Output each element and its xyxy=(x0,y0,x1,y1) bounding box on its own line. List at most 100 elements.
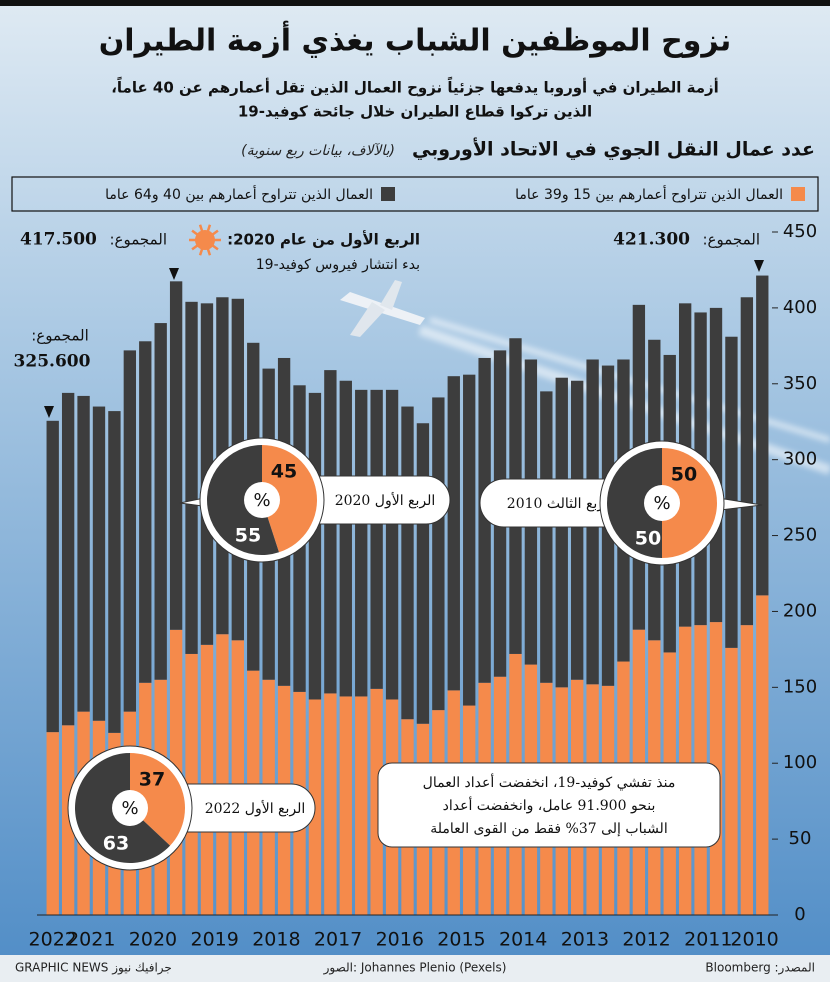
x-tick-label: 2018 xyxy=(252,929,300,951)
bar-segment xyxy=(339,380,352,697)
pie-value: 50 xyxy=(671,464,697,486)
pie-hole xyxy=(644,485,680,521)
bar-segment xyxy=(139,341,152,683)
pie-slice xyxy=(130,753,185,846)
chart-heading: عدد عمال النقل الجوي في الاتحاد الأوروبي xyxy=(412,138,815,162)
y-tick-label: 450 xyxy=(783,221,817,242)
pie-value: 50 xyxy=(635,528,661,550)
bar-segment xyxy=(478,357,491,683)
bar-segment xyxy=(46,732,59,915)
annotation-label: المجموع: xyxy=(31,327,89,345)
x-tick-label: 2013 xyxy=(561,929,609,951)
note-line: بنحو 91.900 عامل، وانخفضت أعداد xyxy=(443,795,656,814)
bar-segment xyxy=(447,376,460,691)
virus-spike xyxy=(206,224,212,232)
bar-segment xyxy=(740,297,754,626)
y-tick-label: 150 xyxy=(783,676,817,697)
bar-segment xyxy=(740,625,754,915)
bar-segment xyxy=(756,595,769,915)
annotation-arrow xyxy=(169,268,179,280)
bar-segment xyxy=(370,688,383,915)
bar-segment xyxy=(169,281,183,630)
pie-hole xyxy=(244,482,280,518)
virus-spike xyxy=(198,224,204,232)
virus-icon xyxy=(189,224,221,256)
bar-segment xyxy=(385,389,399,700)
y-tick-label: 50 xyxy=(789,828,812,849)
pie-value: 45 xyxy=(271,461,297,483)
x-tick-label: 2019 xyxy=(191,929,239,951)
annotation-value: 421.300 xyxy=(613,230,690,250)
x-tick-label: 2010 xyxy=(730,929,778,951)
inset-label: الربع الأول 2022 xyxy=(205,799,306,817)
bar-segment xyxy=(416,423,430,724)
bar-segment xyxy=(77,395,90,712)
bar-segment xyxy=(725,647,738,915)
y-tick-label: 300 xyxy=(783,449,817,470)
legend-label: العمال الذين تتراوح أعمارهم بين 40 و64 ع… xyxy=(105,185,373,203)
annotation-arrow xyxy=(44,406,54,418)
virus-spike xyxy=(211,229,219,236)
bar-segment xyxy=(324,370,337,694)
title: نزوح الموظفين الشباب يغذي أزمة الطيران xyxy=(99,21,732,59)
annotation-value: 417.500 xyxy=(20,230,97,250)
bar-segment xyxy=(339,696,352,915)
y-tick-label: 100 xyxy=(783,752,817,773)
x-tick-label: 2022 xyxy=(29,929,77,951)
bar-segment xyxy=(571,380,584,680)
annotation-label: المجموع: xyxy=(109,231,167,249)
bar-segment xyxy=(123,350,137,712)
bar-segment xyxy=(355,389,368,697)
note-line: منذ تفشي كوفيد-19، انخفضت أعداد العمال xyxy=(423,772,676,791)
legend-box xyxy=(11,176,819,212)
legend-label: العمال الذين تتراوح أعمارهم بين 15 و39 ع… xyxy=(515,185,783,203)
subtitle: الذين تركوا قطاع الطيران خلال جائحة كوفي… xyxy=(238,103,592,121)
y-tick-label: 350 xyxy=(783,373,817,394)
bar-segment xyxy=(46,420,59,733)
pie-slice xyxy=(662,448,717,558)
pie-value: 37 xyxy=(139,769,165,791)
bar-segment xyxy=(308,392,322,700)
pie-center: % xyxy=(121,798,138,819)
x-tick-label: 2014 xyxy=(499,929,547,951)
annotation-value: 325.600 xyxy=(14,352,91,372)
y-tick-label: 200 xyxy=(783,600,817,621)
photo-credit: الصور: Johannes Plenio (Pexels) xyxy=(323,961,507,976)
x-tick-label: 2011 xyxy=(684,929,732,951)
virus-spike xyxy=(206,248,212,256)
x-tick-label: 2021 xyxy=(67,929,115,951)
note-box xyxy=(377,762,721,848)
annotation-label: المجموع: xyxy=(702,231,760,249)
pie-slice xyxy=(262,445,317,553)
pie-slice xyxy=(607,448,662,558)
y-tick-label: 400 xyxy=(783,297,817,318)
footer-band xyxy=(0,955,830,982)
source: المصدر: Bloomberg xyxy=(705,961,815,976)
annotation-text: بدء انتشار فيروس كوفيد-19 xyxy=(256,257,420,273)
inset: الربع الأول 2020%45 55 xyxy=(179,437,451,563)
bar-segment xyxy=(200,644,214,915)
x-tick-label: 2017 xyxy=(314,929,362,951)
note-line: الشباب إلى 37% فقط من القوى العاملة xyxy=(430,821,667,837)
inset: الربع الأول 2022%37 63 xyxy=(67,745,316,871)
annotation-label: الربع الأول من عام 2020: xyxy=(227,231,420,249)
x-tick-label: 2012 xyxy=(622,929,670,951)
x-tick-label: 2016 xyxy=(376,929,424,951)
virus-spike xyxy=(211,244,219,251)
bar-segment xyxy=(231,640,244,915)
bar-segment xyxy=(370,389,383,689)
bar-segment xyxy=(108,411,121,733)
inset-label: الربع الثالث 2010 xyxy=(507,496,613,512)
bar-segment xyxy=(355,696,368,915)
pie-center: % xyxy=(653,493,670,514)
bar-segment xyxy=(185,301,198,654)
pie-value: 63 xyxy=(103,833,129,855)
legend-swatch xyxy=(791,187,805,201)
top-rule xyxy=(0,0,830,6)
y-tick-label: 250 xyxy=(783,525,817,546)
bar-segment xyxy=(555,377,568,688)
subtitle: أزمة الطيران في أوروبا يدفعها جزئياً نزو… xyxy=(111,76,719,96)
bar-segment xyxy=(401,406,414,720)
annotation-arrow xyxy=(754,260,764,272)
